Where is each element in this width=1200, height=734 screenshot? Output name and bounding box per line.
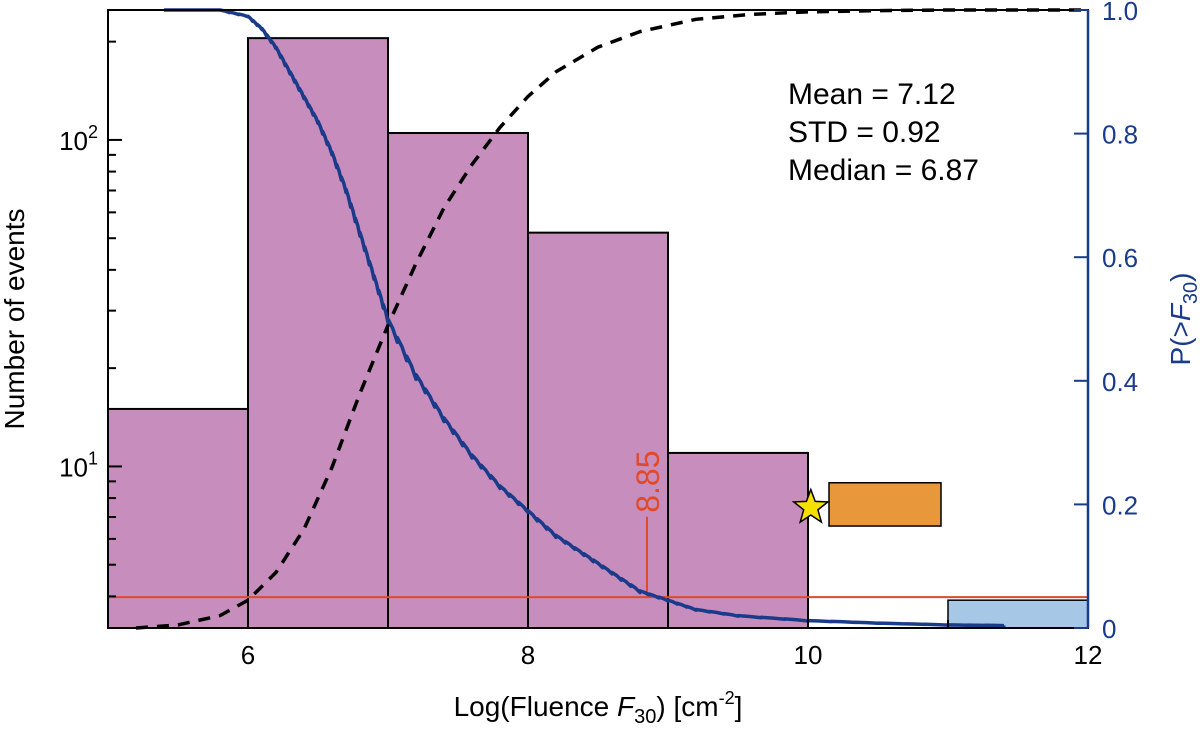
- x-tick-label: 8: [521, 640, 535, 670]
- x-axis: 6 8 10 12: [107, 614, 1103, 670]
- x-axis-title: Log(Fluence F30) [cm-2]: [454, 688, 743, 728]
- exceedance-curve: [164, 8, 1006, 628]
- stats-line: Median = 6.87: [788, 154, 979, 187]
- threshold-label: 8.85: [630, 450, 666, 512]
- orange-box: [828, 482, 942, 527]
- y2-tick-label: 0.2: [1102, 490, 1138, 520]
- stats-line: Mean = 7.12: [788, 78, 956, 111]
- x-tick-label: 12: [1074, 640, 1103, 670]
- y2-axis-title: P(>F30): [1165, 272, 1200, 365]
- y2-tick-label: 1.0: [1102, 0, 1138, 26]
- cdf-fit-curve: [135, 8, 1088, 630]
- histogram-bar: [247, 37, 389, 630]
- y-axis-left: 101 102: [59, 40, 122, 598]
- histogram-layer: [107, 37, 809, 630]
- blue-box: [947, 599, 1089, 629]
- x-tick-label: 6: [241, 640, 255, 670]
- histogram-bar: [107, 407, 249, 630]
- stats-line: STD = 0.92: [788, 116, 941, 149]
- overlay-layer: 8.85: [108, 450, 1089, 629]
- x-tick-label: 10: [794, 640, 823, 670]
- histogram-bar: [667, 451, 809, 630]
- y-tick-label: 101: [59, 448, 98, 482]
- curve-layer: [135, 8, 1088, 630]
- y2-tick-label: 0.8: [1102, 120, 1138, 150]
- y2-tick-label: 0.4: [1102, 367, 1138, 397]
- y2-tick-label: 0.6: [1102, 243, 1138, 273]
- histogram-bar: [387, 132, 529, 629]
- y-axis-title: Number of events: [0, 209, 30, 430]
- y-tick-label: 102: [59, 122, 98, 156]
- y2-tick-label: 0: [1102, 614, 1116, 644]
- y-axis-right: 0 0.2 0.4 0.6 0.8 1.0: [1074, 0, 1138, 644]
- stats-block: Mean = 7.12 STD = 0.92 Median = 6.87: [788, 78, 979, 187]
- star-marker: [791, 487, 830, 524]
